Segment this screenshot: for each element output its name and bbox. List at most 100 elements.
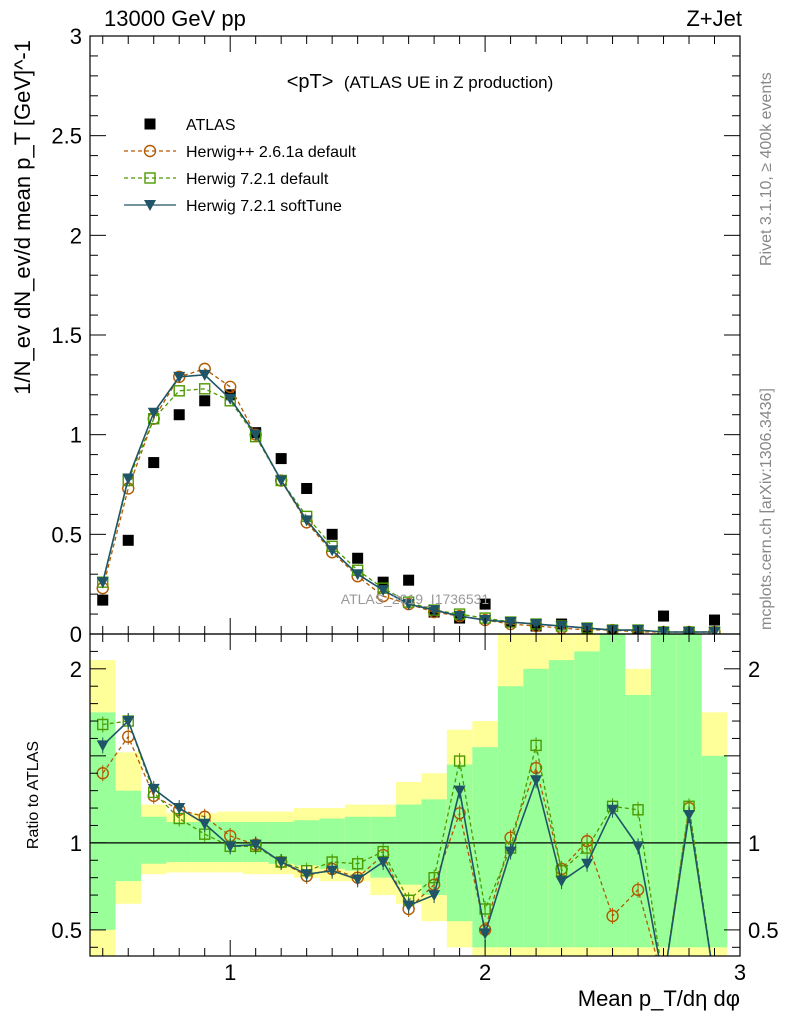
- data-point-main: [199, 395, 211, 407]
- data-point-main: [147, 407, 160, 419]
- data-point-main: [479, 598, 491, 610]
- band-green-bin: [497, 686, 524, 948]
- data-point-main: [658, 610, 670, 622]
- y-tick-label-main: 1: [70, 423, 82, 448]
- data-point-ratio: [97, 718, 109, 731]
- chart-title-main: <pT>: [287, 71, 334, 93]
- data-point-ratio: [555, 876, 568, 888]
- data-point-ratio: [632, 841, 645, 853]
- data-point-main: [198, 369, 211, 381]
- data-point-main: [173, 409, 185, 421]
- data-point-ratio: [530, 739, 542, 752]
- data-point-main: [326, 545, 339, 557]
- data-point-ratio: [453, 785, 466, 797]
- x-tick-label: 1: [224, 960, 236, 985]
- band-green-bin: [574, 651, 600, 948]
- y-tick-label-main: 3: [70, 24, 82, 49]
- band-green-bin: [166, 821, 192, 863]
- legend-label: Herwig 7.2.1 default: [186, 171, 329, 188]
- data-point-main: [275, 475, 288, 487]
- data-point-main: [403, 574, 415, 586]
- y-tick-label-ratio: 0.5: [51, 918, 82, 943]
- data-point-ratio: [453, 755, 466, 767]
- y-tick-label-ratio-right: 2: [748, 657, 760, 682]
- legend-marker: [143, 144, 157, 158]
- data-point-ratio: [249, 839, 262, 851]
- data-point-main: [300, 515, 313, 527]
- legend-label: Herwig++ 2.6.1a default: [186, 144, 356, 161]
- data-point-ratio: [606, 804, 619, 816]
- data-point-main: [96, 577, 109, 589]
- band-green-bin: [523, 668, 549, 948]
- data-point-main: [377, 585, 390, 597]
- y-axis-title: 1/N_ev dN_ev/d mean p_T [GeV]^-1: [10, 40, 35, 395]
- data-point-ratio: [631, 883, 645, 897]
- data-point-main: [301, 482, 313, 494]
- data-point-main: [377, 576, 389, 588]
- data-point-main: [428, 605, 441, 617]
- data-point-main: [275, 453, 287, 465]
- y-tick-label-main: 0.5: [51, 522, 82, 547]
- band-green-bin: [625, 694, 651, 948]
- data-point-main: [122, 473, 135, 485]
- band-green-bin: [115, 790, 141, 882]
- ratio-axis-title: Ratio to ATLAS: [25, 741, 42, 849]
- y-tick-label-ratio-right: 0.5: [748, 918, 779, 943]
- data-point-main: [709, 614, 721, 626]
- data-point-main: [326, 528, 338, 540]
- data-point-ratio: [96, 740, 109, 752]
- data-point-main: [351, 569, 364, 581]
- legend: ATLAS Herwig++ 2.6.1a default Herwig 7.2.1…: [124, 117, 356, 215]
- data-point-main: [453, 611, 466, 623]
- chart-subtitle: (ATLAS UE in Z production): [344, 73, 553, 92]
- chart-title: <pT> (ATLAS UE in Z production): [287, 71, 554, 93]
- y-tick-label-main: 2: [70, 223, 82, 248]
- data-point-main: [148, 457, 160, 469]
- band-green-bin: [676, 634, 702, 948]
- data-point-main: [173, 371, 186, 383]
- data-point-ratio: [147, 783, 160, 795]
- data-point-main: [97, 594, 109, 606]
- band-green-bin: [395, 804, 422, 885]
- data-point-main: [249, 429, 262, 441]
- data-point-main: [352, 552, 364, 564]
- data-point-ratio: [504, 846, 517, 858]
- data-point-ratio: [479, 928, 492, 940]
- band-green-bin: [650, 634, 677, 948]
- x-axis-title: Mean p_T/dη dφ: [578, 986, 740, 1011]
- data-point-main: [122, 534, 134, 546]
- data-point-main: [199, 383, 211, 395]
- data-point-main: [504, 617, 517, 629]
- ratio-plot-frame: [89, 633, 741, 957]
- axis-ticks: [90, 35, 741, 956]
- data-point-ratio: [402, 900, 415, 912]
- y-tick-label-main: 0: [70, 622, 82, 647]
- band-green-bin: [701, 755, 728, 948]
- y-tick-label-main: 2.5: [51, 124, 82, 149]
- x-tick-label: 2: [479, 960, 491, 985]
- legend-label: Herwig 7.2.1 softTune: [186, 198, 342, 215]
- data-point-ratio: [351, 858, 364, 870]
- band-green-bin: [140, 816, 167, 864]
- data-point-main: [224, 393, 237, 405]
- data-point-ratio: [428, 890, 441, 902]
- data-point-ratio: [275, 857, 288, 869]
- y-tick-label-main: 1.5: [51, 323, 82, 348]
- data-point-ratio: [224, 841, 237, 853]
- legend-marker: [144, 118, 156, 130]
- legend-marker: [144, 200, 156, 211]
- y-tick-label-ratio-right: 1: [748, 831, 760, 856]
- data-point-ratio: [683, 810, 696, 822]
- ratio-uncertainty-bands: [90, 634, 740, 956]
- band-green-bin: [472, 747, 498, 948]
- data-point-main: [530, 619, 543, 631]
- data-point-ratio: [198, 818, 211, 830]
- legend-marker: [144, 172, 156, 184]
- data-point-main: [173, 385, 185, 397]
- data-point-ratio: [122, 716, 135, 728]
- data-point-ratio: [300, 869, 313, 881]
- data-point-ratio: [581, 842, 593, 854]
- band-green-bin: [599, 634, 626, 948]
